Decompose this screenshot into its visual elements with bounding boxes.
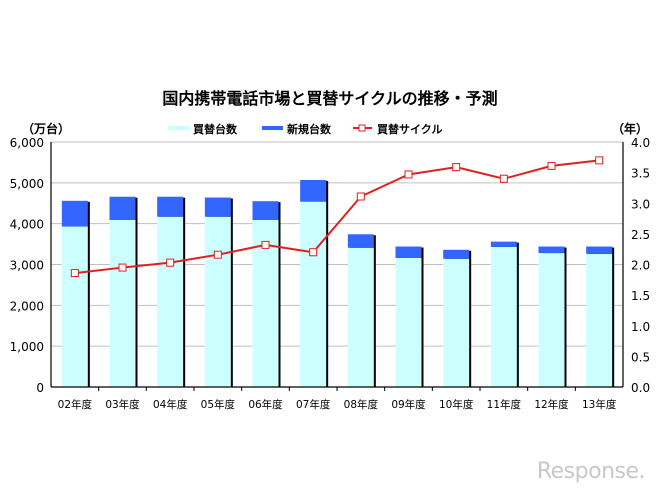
right-tick-label: 4.0 [631, 136, 650, 150]
left-tick-label: 2,000 [10, 299, 44, 313]
legend: 買替台数 新規台数 買替サイクル [168, 122, 442, 136]
cycle-marker [309, 248, 318, 257]
right-tick-label: 3.0 [631, 197, 650, 211]
cycle-marker [118, 263, 127, 272]
x-tick-label: 13年度 [582, 398, 617, 411]
bar-replacement [443, 258, 470, 387]
cycle-line [70, 156, 604, 278]
cycle-marker [70, 269, 79, 278]
bar-replacement [300, 201, 327, 387]
bar-replacement [395, 257, 422, 387]
left-tick-label: 3,000 [10, 259, 44, 273]
bar-new [538, 246, 565, 254]
legend-label-cycle: 買替サイクル [377, 122, 442, 136]
cycle-marker [452, 163, 461, 172]
bar-replacement [538, 253, 565, 387]
cycle-line-path [74, 159, 600, 275]
x-tick-label: 11年度 [487, 398, 522, 411]
cycle-marker [404, 170, 413, 179]
bars [61, 179, 615, 387]
x-tick-label: 07年度 [296, 398, 331, 411]
bar-new [61, 200, 88, 227]
bar-new [109, 196, 136, 220]
right-tick-label: 1.0 [631, 320, 650, 334]
bar-new [347, 234, 374, 248]
cycle-marker [547, 161, 556, 170]
bar-replacement [109, 219, 136, 387]
cycle-marker [356, 192, 365, 201]
bar-new [586, 246, 613, 254]
response-logo: Response. [537, 459, 646, 484]
bar-new [252, 201, 279, 220]
x-tick-label: 08年度 [344, 398, 379, 411]
bar-replacement [61, 226, 88, 387]
tick-labels: 0 1,000 2,000 3,000 4,000 5,000 6,000 0.0 0.5 1.0… [10, 136, 650, 411]
x-tick-label: 04年度 [153, 398, 188, 411]
cycle-marker [213, 250, 222, 259]
bar-replacement [347, 247, 374, 387]
bar-new [490, 241, 517, 247]
right-tick-label: 3.5 [631, 167, 650, 181]
right-tick-label: 1.5 [631, 289, 650, 303]
x-tick-label: 05年度 [201, 398, 236, 411]
left-axis-unit: （万台） [22, 121, 70, 136]
bar-replacement [157, 216, 184, 387]
legend-label-new: 新規台数 [287, 122, 332, 136]
left-tick-label: 4,000 [10, 218, 44, 232]
right-axis-unit: （年） [612, 121, 648, 136]
left-tick-label: 1,000 [10, 340, 44, 354]
cycle-marker [261, 240, 270, 249]
x-tick-label: 02年度 [58, 398, 93, 411]
legend-label-replacement: 買替台数 [193, 122, 238, 136]
legend-marker-cycle [358, 124, 366, 132]
cycle-marker [499, 174, 508, 183]
left-tick-label: 5,000 [10, 177, 44, 191]
cycle-marker [595, 156, 604, 165]
bar-replacement [204, 216, 231, 387]
x-tick-label: 12年度 [534, 398, 569, 411]
x-tick-label: 10年度 [439, 398, 474, 411]
bar-new [395, 246, 422, 258]
bar-new [300, 179, 327, 202]
cycle-marker [166, 258, 175, 267]
bar-replacement [490, 246, 517, 387]
bar-replacement [586, 253, 613, 387]
right-tick-label: 0.0 [631, 381, 650, 395]
right-tick-label: 2.5 [631, 228, 650, 242]
right-tick-label: 2.0 [631, 259, 650, 273]
x-tick-label: 06年度 [248, 398, 283, 411]
left-tick-label: 0 [36, 381, 44, 395]
bar-new [443, 249, 470, 259]
left-tick-label: 6,000 [10, 136, 44, 150]
axes [50, 142, 624, 391]
bar-new [157, 196, 184, 217]
bar-new [204, 197, 231, 217]
response-logo-text: Response. [537, 459, 645, 484]
x-tick-label: 03年度 [105, 398, 140, 411]
chart-title: 国内携帯電話市場と買替サイクルの推移・予測 [162, 89, 497, 108]
right-tick-label: 0.5 [631, 350, 650, 364]
x-tick-label: 09年度 [391, 398, 426, 411]
